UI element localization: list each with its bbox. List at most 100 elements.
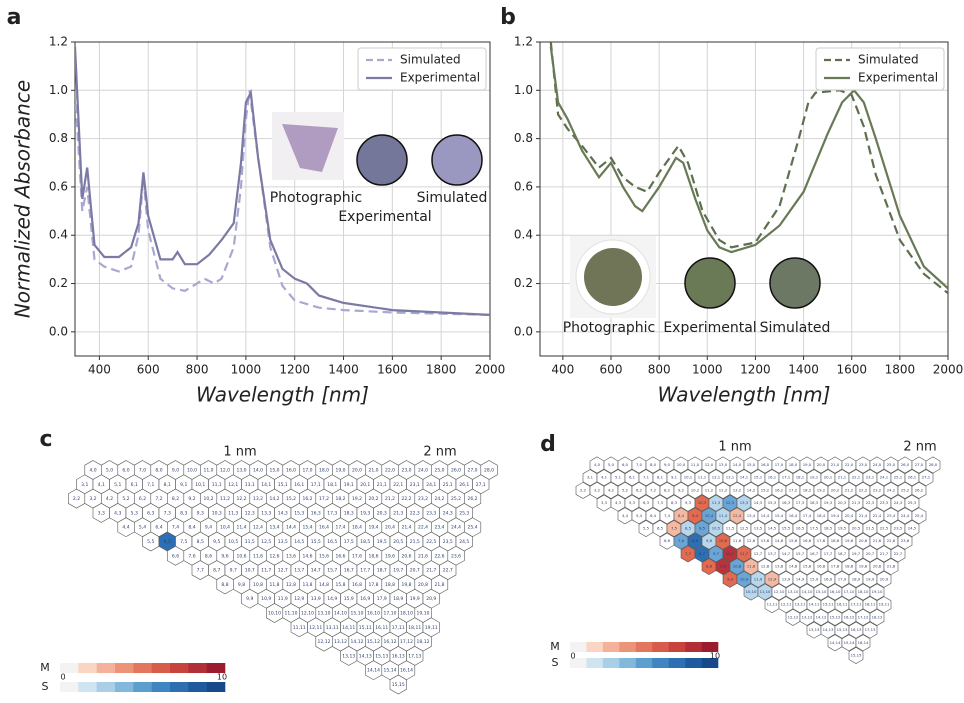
hex-label: 23,1: [866, 475, 875, 480]
hex-label: 5,0: [608, 462, 615, 467]
hex-label: 14,10: [334, 611, 347, 617]
hex-label: 7,4: [664, 513, 671, 518]
hex-label: 14,12: [351, 639, 364, 645]
hex-label: 9,1: [671, 475, 678, 480]
hex-label: 26,0: [451, 468, 461, 474]
hex-label: 16,2: [775, 487, 784, 492]
swatch: [684, 257, 736, 309]
colorbar-cell: [133, 663, 152, 673]
hex-label: 20,8: [873, 564, 882, 569]
hex-label: 24,2: [434, 496, 444, 502]
hex-label: 15,3: [294, 510, 304, 516]
hex-label: 4,0: [594, 462, 601, 467]
hex-label: 8,1: [164, 482, 171, 488]
hex-label: 10,7: [726, 551, 735, 556]
hex-cell: [925, 456, 941, 474]
hex-label: 11,7: [740, 551, 749, 556]
colorbar-cell: [586, 658, 604, 668]
swatch-label: Experimental: [663, 320, 756, 336]
hex-label: 17,0: [775, 462, 784, 467]
hex-label: 9,0: [172, 468, 179, 474]
hex-label: 18,8: [845, 564, 854, 569]
hex-label: 17,3: [327, 510, 337, 516]
hex-label: 13,3: [261, 510, 271, 516]
hex-label: 13,6: [761, 538, 770, 543]
colorbar-label: M: [40, 661, 50, 674]
scale-label: 2 nm: [423, 445, 456, 460]
colorbar-cell: [668, 658, 686, 668]
hex-label: 10,9: [740, 576, 749, 581]
hex-label: 13,0: [719, 462, 728, 467]
colorbar-cell: [570, 642, 587, 652]
y-tick-label: 1.2: [49, 35, 68, 49]
hex-label: 8,8: [221, 582, 228, 588]
hex-label: 24,1: [880, 475, 889, 480]
hex-label: 19,9: [866, 576, 875, 581]
hex-label: 13,10: [788, 589, 799, 594]
hex-label: 16,8: [817, 564, 826, 569]
hex-label: 17,3: [796, 500, 805, 505]
hex-label: 23,6: [451, 553, 461, 559]
series-line: [549, 46, 948, 290]
hex-label: 20,0: [817, 462, 826, 467]
series-line: [75, 90, 490, 316]
hex-label: 5,3: [629, 500, 636, 505]
hex-label: 7,7: [197, 568, 204, 574]
hex-label: 16,1: [294, 482, 304, 488]
hex-label: 28,0: [484, 468, 494, 474]
hex-label: 13,13: [342, 653, 355, 659]
hex-label: 13,6: [286, 553, 296, 559]
hex-label: 19,1: [344, 482, 354, 488]
hex-label: 20,6: [401, 553, 411, 559]
hex-label: 5,3: [131, 510, 138, 516]
hex-label: 11,4: [719, 513, 728, 518]
hex-label: 27,0: [915, 462, 924, 467]
hex-label: 23,0: [859, 462, 868, 467]
y-tick-label: 0.8: [514, 131, 533, 145]
hex-label: 14,2: [269, 496, 279, 502]
hex-label: 11,8: [747, 564, 756, 569]
hex-label: 17,10: [384, 611, 397, 617]
hex-label: 15,11: [359, 625, 372, 631]
hex-label: 19,3: [824, 500, 833, 505]
hex-label: 13,1: [245, 482, 255, 488]
hex-label: 13,13: [809, 627, 820, 632]
hex-label: 25,1: [894, 475, 903, 480]
hex-label: 7,1: [147, 482, 154, 488]
hex-label: 11,6: [733, 538, 742, 543]
x-tick-label: 1400: [788, 363, 819, 377]
hex-label: 8,3: [180, 510, 187, 516]
hex-label: 14,7: [782, 551, 791, 556]
y-axis-label: Normalized Absorbance: [11, 80, 35, 318]
hex-label: 6,2: [139, 496, 146, 502]
hex-label: 25,3: [908, 500, 917, 505]
hex-label: 16,10: [367, 611, 380, 617]
hex-label: 5,0: [106, 468, 113, 474]
photo-sample: [584, 248, 642, 306]
hex-label: 15,10: [816, 589, 827, 594]
hex-label: 8,7: [213, 568, 220, 574]
hex-label: 11,6: [253, 553, 263, 559]
hex-label: 15,6: [319, 553, 329, 559]
colorbar-cell: [170, 682, 189, 692]
colorbar-cell: [586, 642, 604, 652]
hex-label: 11,1: [698, 475, 707, 480]
colorbar-cell: [78, 663, 97, 673]
hex-label: 11,4: [236, 525, 246, 531]
hex-label: 16,3: [782, 500, 791, 505]
hex-label: 21,2: [385, 496, 395, 502]
hex-label: 26,0: [901, 462, 910, 467]
hex-label: 7,5: [180, 539, 187, 545]
x-tick-label: 1000: [692, 363, 723, 377]
hex-label: 18,10: [858, 589, 869, 594]
x-tick-label: 1800: [426, 363, 457, 377]
hex-label: 17,8: [368, 582, 378, 588]
hex-label: 7,0: [636, 462, 643, 467]
hex-label: 17,13: [408, 653, 421, 659]
hex-label: 16,12: [844, 614, 855, 619]
hex-label: 17,10: [844, 589, 855, 594]
hex-cell: [876, 596, 892, 614]
hex-label: 19,5: [377, 539, 387, 545]
hex-label: 14,5: [294, 539, 304, 545]
